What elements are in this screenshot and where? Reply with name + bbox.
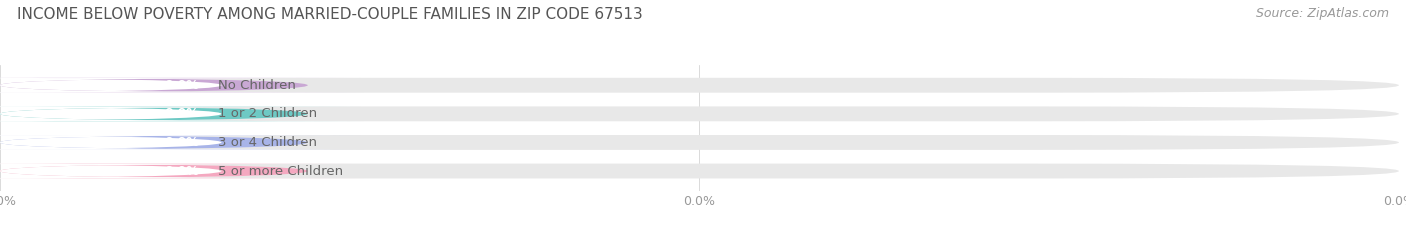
FancyBboxPatch shape [0, 78, 1399, 93]
FancyBboxPatch shape [0, 164, 364, 178]
FancyBboxPatch shape [0, 164, 1399, 178]
Text: No Children: No Children [218, 79, 297, 92]
FancyBboxPatch shape [0, 135, 1399, 150]
Text: 3 or 4 Children: 3 or 4 Children [218, 136, 318, 149]
Text: INCOME BELOW POVERTY AMONG MARRIED-COUPLE FAMILIES IN ZIP CODE 67513: INCOME BELOW POVERTY AMONG MARRIED-COUPL… [17, 7, 643, 22]
FancyBboxPatch shape [0, 78, 364, 93]
FancyBboxPatch shape [0, 106, 364, 121]
Text: 0.0%: 0.0% [165, 164, 198, 178]
FancyBboxPatch shape [0, 106, 1399, 121]
FancyBboxPatch shape [0, 106, 364, 121]
FancyBboxPatch shape [0, 135, 364, 150]
FancyBboxPatch shape [0, 78, 364, 93]
Text: 1 or 2 Children: 1 or 2 Children [218, 107, 318, 120]
Text: 0.0%: 0.0% [165, 136, 198, 149]
Text: 0.0%: 0.0% [165, 107, 198, 120]
FancyBboxPatch shape [0, 164, 364, 178]
FancyBboxPatch shape [0, 135, 364, 150]
Text: Source: ZipAtlas.com: Source: ZipAtlas.com [1256, 7, 1389, 20]
FancyBboxPatch shape [0, 164, 364, 178]
Text: 0.0%: 0.0% [165, 79, 198, 92]
FancyBboxPatch shape [0, 135, 364, 150]
FancyBboxPatch shape [0, 106, 364, 121]
Text: 5 or more Children: 5 or more Children [218, 164, 343, 178]
FancyBboxPatch shape [0, 78, 364, 93]
